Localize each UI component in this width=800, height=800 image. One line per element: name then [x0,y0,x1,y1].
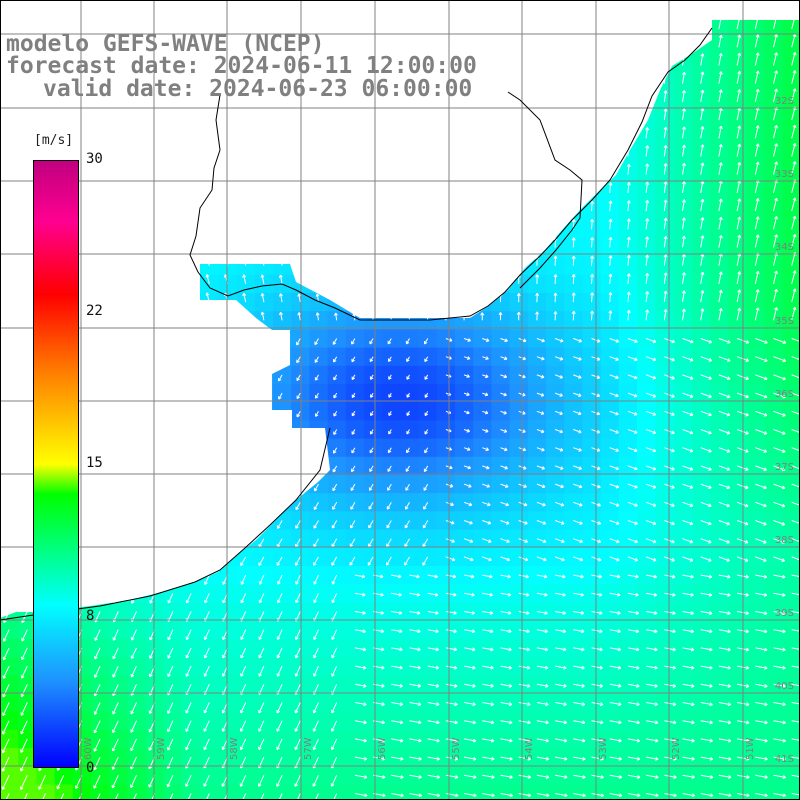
longitude-labels: 60W 59W 58W 57W 56W 55W 54W 53W 52W 51W [83,737,756,760]
lat-label: 36S [775,389,794,400]
land-mask [0,0,712,618]
lon-label: 54W [524,737,535,760]
colorbar [33,160,79,768]
model-title: modelo GEFS-WAVE (NCEP) [6,31,325,57]
lon-label: 55W [451,737,462,760]
lon-label: 58W [229,737,240,760]
lat-label: 40S [775,681,794,692]
lon-label: 53W [598,737,609,760]
lon-label: 56W [377,737,388,760]
lat-label: 37S [775,462,794,473]
lon-label: 52W [671,737,682,760]
forecast-date: forecast date: 2024-06-11 12:00:00 [6,53,477,79]
colorbar-tick-8: 8 [86,608,95,624]
lat-label: 41S [775,754,794,765]
lon-label: 51W [745,737,756,760]
lon-label: 60W [83,737,94,760]
lat-label: 38S [775,535,794,546]
colorbar-tick-22: 22 [86,303,103,319]
latitude-labels: 32S 33S 34S 35S 36S 37S 38S 39S 40S 41S [775,96,794,765]
lon-label: 59W [156,737,167,760]
lon-label: 57W [303,737,314,760]
colorbar-tick-15: 15 [86,455,103,471]
valid-date: valid date: 2024-06-23 06:00:00 [43,76,473,102]
lat-label: 32S [775,96,794,107]
lat-label: 35S [775,316,794,327]
lat-label: 33S [775,169,794,180]
coastline [0,27,713,621]
colorbar-tick-30: 30 [86,151,103,167]
lat-label: 34S [775,242,794,253]
lat-label: 39S [775,608,794,619]
colorbar-tick-0: 0 [86,760,95,776]
colorbar-unit: [m/s] [34,133,74,148]
